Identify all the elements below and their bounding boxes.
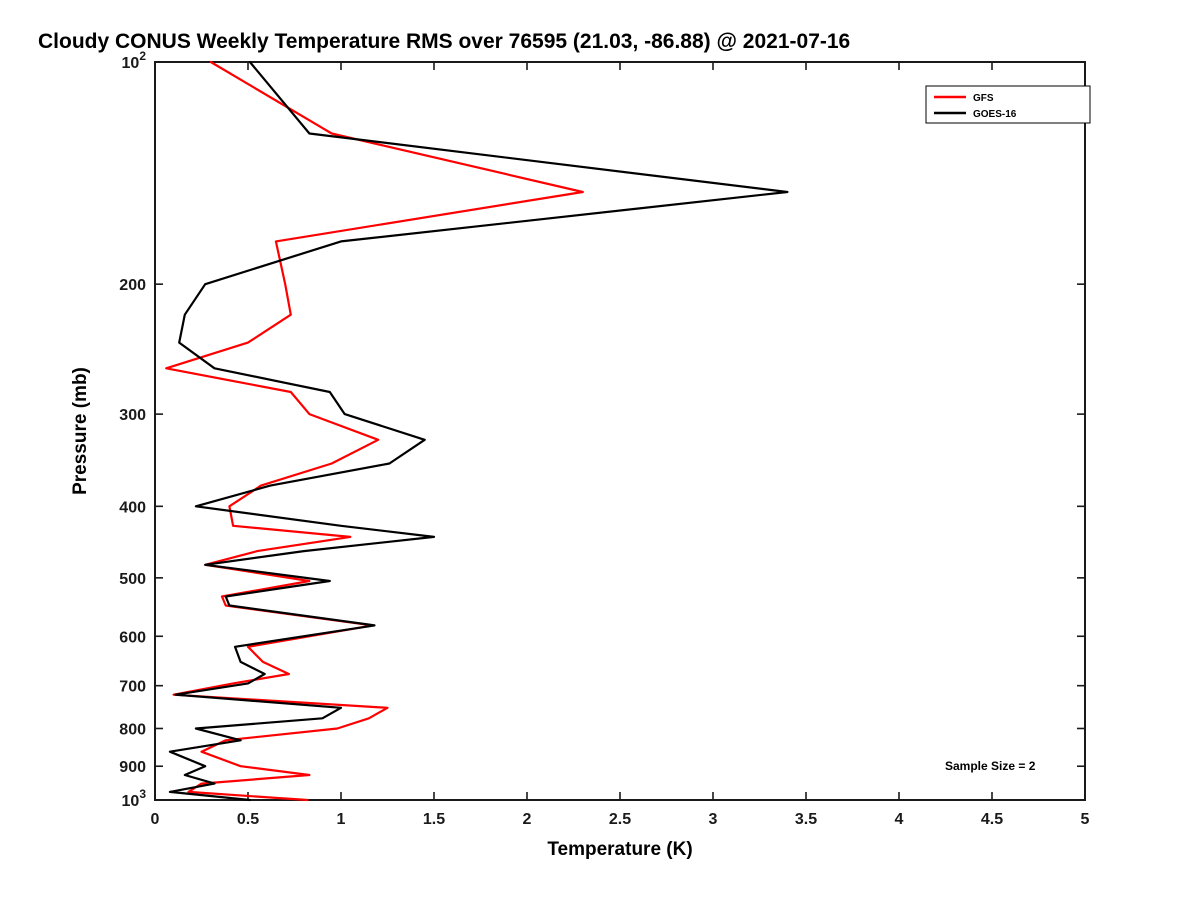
chart-title: Cloudy CONUS Weekly Temperature RMS over… — [38, 30, 850, 53]
x-tick-label: 0 — [151, 811, 160, 828]
x-tick-label: 4 — [895, 811, 904, 828]
y-tick-label: 200 — [119, 277, 146, 294]
x-tick-label: 1.5 — [423, 811, 445, 828]
legend: GFS GOES-16 — [925, 85, 1091, 124]
legend-label-goes16: GOES-16 — [973, 109, 1017, 120]
series-lines — [165, 60, 789, 802]
y-tick-label: 400 — [119, 499, 146, 516]
y-tick-label: 800 — [119, 721, 146, 738]
sample-size-annotation: Sample Size = 2 — [945, 759, 1036, 773]
x-tick-label: 0.5 — [237, 811, 259, 828]
x-tick-label: 2.5 — [609, 811, 631, 828]
y-tick-label: 102 — [122, 49, 147, 72]
x-tick-label: 1 — [337, 811, 346, 828]
y-tick-label: 600 — [119, 629, 146, 646]
plot-frame — [154, 61, 1086, 801]
series-line-goes-16 — [168, 60, 789, 802]
y-tick-label: 500 — [119, 571, 146, 588]
y-tick-label: 900 — [119, 759, 146, 776]
series-line-gfs — [165, 60, 584, 802]
x-axis-ticks: 0 0.5 1 1.5 2 2.5 3 3.5 4 4.5 5 — [151, 62, 1090, 828]
x-tick-label: 2 — [523, 811, 532, 828]
legend-box — [925, 85, 1091, 124]
y-tick-label: 103 — [122, 787, 147, 810]
x-tick-label: 3 — [709, 811, 718, 828]
x-tick-label: 4.5 — [981, 811, 1003, 828]
plot-area: 0 0.5 1 1.5 2 2.5 3 3.5 4 4.5 5 102 200 300 400 500 600 7… — [119, 49, 1089, 828]
x-axis-label: Temperature (K) — [547, 839, 692, 860]
legend-label-gfs: GFS — [973, 93, 994, 104]
x-tick-label: 3.5 — [795, 811, 817, 828]
x-tick-label: 5 — [1081, 811, 1090, 828]
y-axis-label: Pressure (mb) — [70, 367, 91, 495]
y-tick-label: 300 — [119, 407, 146, 424]
y-axis-ticks: 102 200 300 400 500 600 700 800 900 103 — [119, 49, 1085, 810]
y-tick-label: 700 — [119, 679, 146, 696]
